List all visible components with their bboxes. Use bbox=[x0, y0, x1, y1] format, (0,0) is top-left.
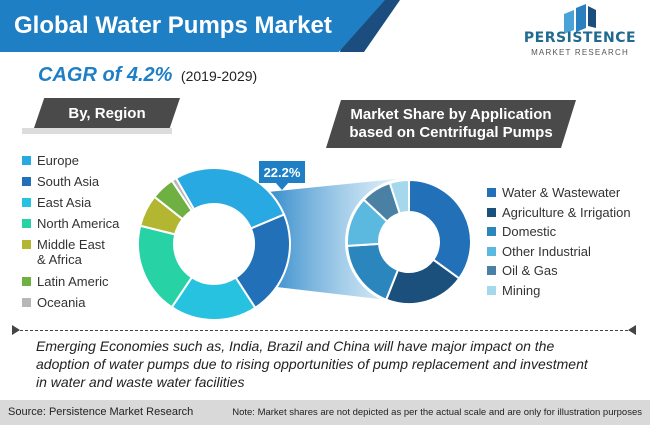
legend-label: Mining bbox=[502, 282, 541, 298]
legend-swatch bbox=[22, 240, 31, 249]
legend-label: Oceania bbox=[37, 295, 86, 310]
legend-swatch bbox=[22, 219, 31, 228]
legend-item-latin-americ: Latin Americ bbox=[22, 274, 152, 295]
legend-label: Europe bbox=[37, 153, 79, 168]
legend-item-other-industrial: Other Industrial bbox=[487, 244, 647, 264]
logo-tagline: MARKET RESEARCH bbox=[531, 48, 629, 57]
legend-swatch bbox=[487, 285, 496, 295]
page-title: Global Water Pumps Market bbox=[14, 12, 332, 39]
legend-label: Other Industrial bbox=[502, 243, 591, 259]
legend-swatch bbox=[22, 277, 31, 286]
legend-label: East Asia bbox=[37, 195, 92, 210]
slice-water-wastewater bbox=[408, 178, 472, 280]
legend-swatch bbox=[22, 198, 31, 207]
footer-bar bbox=[0, 400, 650, 425]
legend-item-agriculture-irrigation: Agriculture & Irrigation bbox=[487, 205, 647, 225]
legend-swatch bbox=[487, 227, 496, 236]
legend-swatch bbox=[487, 188, 496, 197]
legend-item-mining: Mining bbox=[487, 283, 647, 303]
legend-label: Domestic bbox=[502, 224, 557, 239]
legend-swatch bbox=[487, 246, 496, 256]
divider-arrow-left-icon bbox=[12, 325, 20, 335]
legend-label: Middle East & Africa bbox=[37, 237, 105, 267]
application-chart-title: Market Share by Application based on Cen… bbox=[326, 100, 576, 148]
legend-item-oceania: Oceania bbox=[22, 295, 152, 316]
application-chart-title-text: Market Share by Application based on Cen… bbox=[349, 106, 553, 141]
region-chart-title: By, Region bbox=[34, 98, 180, 128]
cagr-period: (2019-2029) bbox=[180, 68, 258, 84]
legend-item-water-wastewater: Water & Wastewater bbox=[487, 185, 647, 205]
legend-item-domestic: Domestic bbox=[487, 224, 647, 244]
legend-label: North America bbox=[37, 216, 120, 231]
market-description: Emerging Economies such as, India, Brazi… bbox=[36, 338, 588, 390]
legend-item-south-asia: South Asia bbox=[22, 174, 152, 195]
legend-label: Oil & Gas bbox=[502, 263, 558, 278]
slice-mining bbox=[388, 178, 410, 215]
legend-label: South Asia bbox=[37, 174, 100, 189]
callout-pointer bbox=[275, 182, 289, 190]
legend-label: Agriculture & Irrigation bbox=[502, 204, 631, 220]
logo-name: PERSISTENCE bbox=[523, 30, 637, 46]
slice-europe bbox=[174, 167, 286, 230]
cagr-value: CAGR of 4.2% bbox=[38, 64, 173, 86]
title-banner bbox=[0, 0, 385, 52]
legend-item-east-asia: East Asia bbox=[22, 195, 152, 216]
legend-swatch bbox=[487, 207, 496, 217]
legend-item-middle-east-africa: Middle East & Africa bbox=[22, 237, 152, 274]
legend-swatch bbox=[22, 177, 31, 186]
legend-item-north-america: North America bbox=[22, 216, 152, 237]
cagr-line: CAGR of 4.2% (2019-2029) bbox=[38, 64, 257, 87]
region-legend: Europe South Asia East Asia North America Mi… bbox=[22, 153, 152, 316]
legend-swatch bbox=[487, 266, 496, 275]
section-divider bbox=[20, 330, 628, 331]
legend-swatch bbox=[22, 298, 31, 307]
region-label-shadow bbox=[22, 128, 172, 134]
logo-mark-icon bbox=[564, 4, 596, 34]
slice-oceania bbox=[170, 176, 196, 213]
application-legend: Water & Wastewater Agriculture & Irrigati… bbox=[487, 185, 647, 302]
legend-label: Latin Americ bbox=[37, 274, 109, 289]
legend-item-europe: Europe bbox=[22, 153, 152, 174]
footer-note: Note: Market shares are not depicted as … bbox=[232, 407, 642, 418]
legend-swatch bbox=[22, 156, 31, 165]
south-asia-share-callout: 22.2% bbox=[259, 161, 305, 183]
divider-arrow-right-icon bbox=[628, 325, 636, 335]
legend-label: Water & Wastewater bbox=[502, 185, 621, 200]
footer-source: Source: Persistence Market Research bbox=[8, 406, 194, 418]
legend-item-oil-gas: Oil & Gas bbox=[487, 263, 647, 283]
company-logo: PERSISTENCE MARKET RESEARCH bbox=[520, 4, 640, 64]
